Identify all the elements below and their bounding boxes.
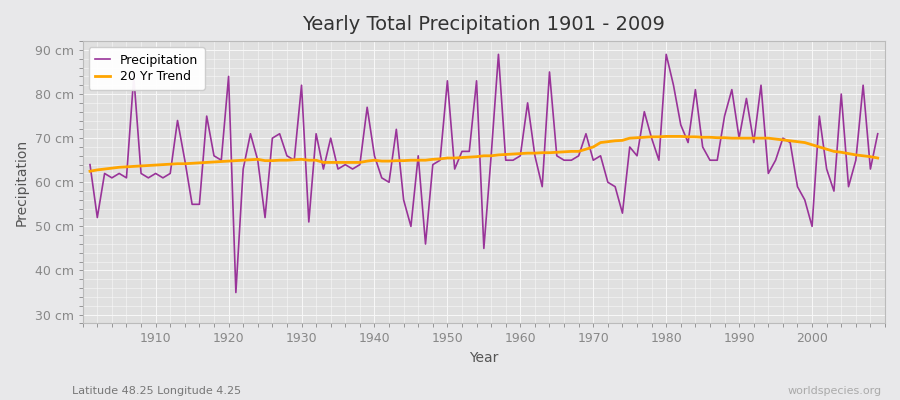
Y-axis label: Precipitation: Precipitation bbox=[15, 139, 29, 226]
20 Yr Trend bbox=[515, 151, 526, 156]
20 Yr Trend bbox=[143, 163, 154, 168]
X-axis label: Year: Year bbox=[469, 351, 499, 365]
Precipitation bbox=[872, 131, 883, 136]
Legend: Precipitation, 20 Yr Trend: Precipitation, 20 Yr Trend bbox=[89, 47, 204, 90]
20 Yr Trend bbox=[85, 169, 95, 174]
Precipitation bbox=[617, 211, 628, 216]
Line: 20 Yr Trend: 20 Yr Trend bbox=[90, 136, 878, 171]
Precipitation bbox=[355, 162, 365, 167]
Precipitation bbox=[230, 290, 241, 295]
20 Yr Trend bbox=[347, 160, 358, 165]
Precipitation bbox=[143, 176, 154, 180]
Precipitation bbox=[493, 52, 504, 57]
20 Yr Trend bbox=[303, 158, 314, 163]
Text: Latitude 48.25 Longitude 4.25: Latitude 48.25 Longitude 4.25 bbox=[72, 386, 241, 396]
Precipitation bbox=[522, 100, 533, 105]
Precipitation bbox=[529, 153, 540, 158]
Precipitation bbox=[310, 131, 321, 136]
Title: Yearly Total Precipitation 1901 - 2009: Yearly Total Precipitation 1901 - 2009 bbox=[302, 15, 665, 34]
Line: Precipitation: Precipitation bbox=[90, 54, 878, 292]
Precipitation bbox=[85, 162, 95, 167]
20 Yr Trend bbox=[661, 134, 671, 139]
20 Yr Trend bbox=[872, 156, 883, 160]
20 Yr Trend bbox=[602, 139, 613, 144]
Text: worldspecies.org: worldspecies.org bbox=[788, 386, 882, 396]
20 Yr Trend bbox=[508, 152, 518, 156]
